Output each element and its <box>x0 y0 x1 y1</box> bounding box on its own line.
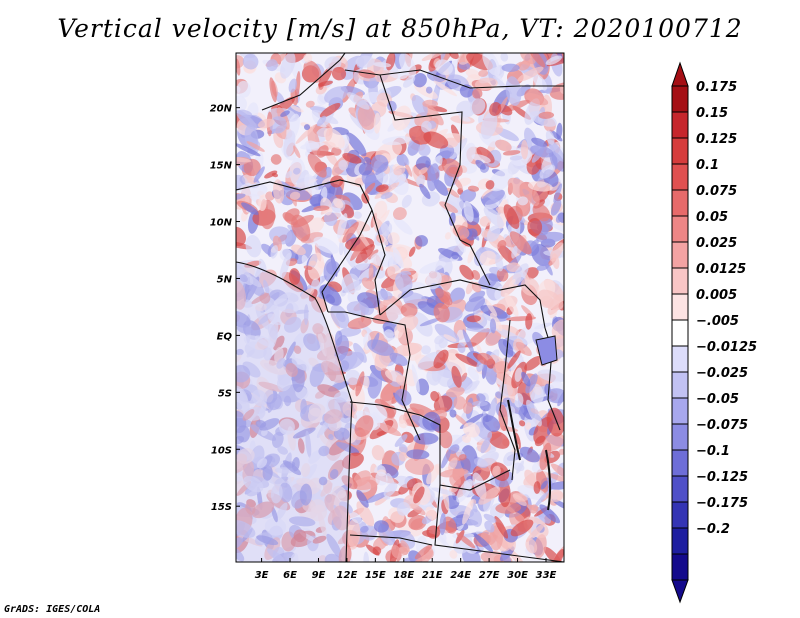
colorbar-label: −0.175 <box>696 496 748 511</box>
border-line <box>328 311 421 441</box>
country-borders <box>236 53 564 562</box>
lon-label: 27E <box>479 570 500 581</box>
lon-label: 6E <box>283 570 297 581</box>
colorbar-bottom-arrow <box>671 579 689 604</box>
map-frame <box>235 52 565 563</box>
colorbar-label: 0.1 <box>696 158 719 173</box>
colorbar-band <box>671 527 689 555</box>
colorbar-label: 0.15 <box>696 106 728 121</box>
colorbar-label: −0.2 <box>696 522 730 537</box>
colorbar-label: −0.025 <box>696 366 748 381</box>
colorbar-label: −0.075 <box>696 418 748 433</box>
colorbar-label: 0.005 <box>696 288 737 303</box>
colorbar-band <box>671 111 689 139</box>
colorbar-label: 0.075 <box>696 184 737 199</box>
colorbar-label: 0.025 <box>696 236 737 251</box>
colorbar-band <box>671 371 689 399</box>
grads-credit: GrADS: IGES/COLA <box>4 604 101 615</box>
colorbar-label: 0.175 <box>696 80 737 95</box>
colorbar-band <box>671 397 689 425</box>
colorbar-band <box>671 449 689 477</box>
border-line <box>434 484 564 562</box>
colorbar-band <box>671 475 689 503</box>
border-line <box>236 179 373 211</box>
colorbar-band <box>671 267 689 295</box>
map-title: Vertical velocity [m/s] at 850hPa, VT: 2… <box>57 14 743 43</box>
colorbar-band <box>671 423 689 451</box>
colorbar-label: −0.05 <box>696 392 739 407</box>
colorbar-label: 0.125 <box>696 132 737 147</box>
colorbar-band <box>671 501 689 529</box>
colorbar-band <box>671 163 689 191</box>
border-line <box>344 69 564 89</box>
colorbar: 0.175 0.15 0.125 0.1 0.075 0.05 0.025 0.0125 0.0… <box>671 61 757 604</box>
colorbar-label: −0.1 <box>696 444 730 459</box>
colorbar-band <box>671 137 689 165</box>
border-line <box>379 74 463 241</box>
colorbar-label: 0.05 <box>696 210 728 225</box>
lake-malawi <box>545 449 552 511</box>
border-line <box>459 239 491 286</box>
border-line <box>379 279 546 329</box>
colorbar-band <box>671 345 689 373</box>
border-line <box>371 209 386 316</box>
latitude-axis: 20N 15N 10N 5N EQ 5S 10S 15S <box>210 104 240 513</box>
lat-label: 15S <box>211 502 232 513</box>
colorbar-band <box>671 553 689 581</box>
lat-label: EQ <box>217 331 233 342</box>
colorbar-top-arrow <box>671 61 689 87</box>
colorbar-band <box>671 293 689 321</box>
colorbar-label: 0.0125 <box>696 262 746 277</box>
colorbar-label: −.005 <box>696 314 739 329</box>
lat-label: 10N <box>210 218 233 229</box>
colorbar-band <box>671 85 689 113</box>
lon-label: 3E <box>255 570 269 581</box>
border-line <box>349 534 433 546</box>
lon-label: 21E <box>422 570 443 581</box>
border-line <box>261 53 346 111</box>
longitude-axis: 3E 6E 9E 12E 15E 18E 21E 24E 27E 30E 33E <box>255 558 557 581</box>
lat-label: 5S <box>218 388 232 399</box>
lat-label: 15N <box>210 161 233 172</box>
colorbar-band <box>671 189 689 217</box>
lat-label: 10S <box>211 445 232 456</box>
colorbar-band <box>671 215 689 243</box>
lon-label: 12E <box>337 570 358 581</box>
lon-label: 30E <box>507 570 528 581</box>
lon-label: 24E <box>450 570 471 581</box>
lon-label: 18E <box>393 570 414 581</box>
border-line <box>236 261 353 562</box>
colorbar-band <box>671 319 689 347</box>
lon-label: 9E <box>312 570 326 581</box>
lon-label: 33E <box>536 570 557 581</box>
lake-tanganyika <box>507 399 521 461</box>
lat-label: 5N <box>217 274 233 285</box>
colorbar-label: −0.125 <box>696 470 748 485</box>
border-line <box>321 209 373 313</box>
colorbar-band <box>671 241 689 269</box>
velocity-field <box>236 53 564 562</box>
border-line <box>499 319 516 481</box>
border-line <box>349 401 511 491</box>
colorbar-label: −0.0125 <box>696 340 757 355</box>
lat-label: 20N <box>210 104 233 115</box>
lon-label: 15E <box>365 570 386 581</box>
lake-victoria <box>535 335 558 366</box>
